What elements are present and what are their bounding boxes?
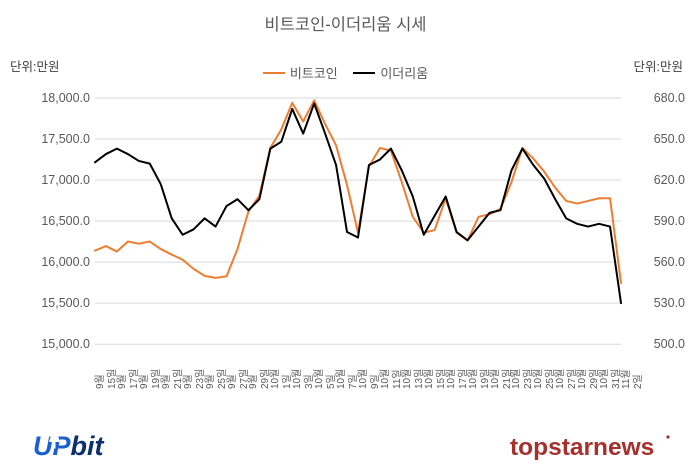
svg-text:UPbit: UPbit: [33, 431, 105, 461]
svg-text:topstarnews: topstarnews: [510, 434, 654, 461]
